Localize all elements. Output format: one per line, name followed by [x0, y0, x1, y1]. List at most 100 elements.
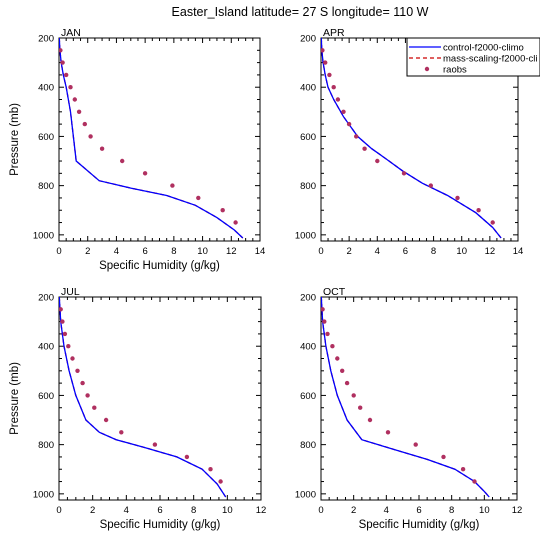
plot-frame — [58, 37, 261, 242]
series-mass-scaling-f2000-cli — [321, 297, 490, 498]
raobs-point — [62, 331, 68, 337]
raobs-point — [59, 307, 63, 312]
x-tick-label: 2 — [346, 246, 351, 257]
legend-label: mass-scaling-f2000-cli — [443, 54, 538, 65]
y-tick-label: 800 — [300, 440, 316, 451]
raobs-point — [63, 72, 69, 78]
raobs-point — [88, 134, 93, 139]
x-tick-label: 8 — [431, 246, 436, 257]
raobs-point — [103, 417, 109, 423]
series-control-f2000-climo — [321, 297, 490, 498]
y-tick-label: 200 — [38, 293, 54, 304]
x-tick-label: 0 — [56, 505, 61, 516]
raobs-point — [428, 183, 433, 188]
x-tick-label: 14 — [255, 246, 266, 257]
raobs-point — [60, 60, 65, 65]
series-control-f2000-climo — [59, 38, 244, 239]
y-tick-label: 400 — [300, 83, 316, 94]
raobs-point — [358, 405, 363, 410]
y-tick-label: 800 — [38, 440, 54, 451]
y-tick-label: 1000 — [33, 230, 54, 241]
x-tick-label: 8 — [449, 505, 454, 516]
x-axis-label: Specific Humidity (g/kg) — [99, 260, 220, 272]
raobs-point — [401, 171, 407, 176]
raobs-point — [455, 195, 460, 201]
raobs-point — [325, 331, 330, 337]
raobs-point — [323, 60, 328, 65]
x-tick-label: 14 — [513, 246, 524, 257]
raobs-point — [490, 220, 495, 225]
y-tick-label: 200 — [300, 34, 316, 45]
raobs-point — [80, 380, 85, 386]
raobs-point — [327, 72, 332, 78]
y-tick-label: 200 — [300, 293, 316, 304]
panel-label: JUL — [61, 286, 80, 298]
legend: control-f2000-climomass-scaling-f2000-cl… — [406, 37, 540, 77]
x-tick-label: 0 — [56, 246, 61, 257]
raobs-point — [344, 380, 350, 386]
raobs-point — [367, 417, 373, 423]
x-tick-label: 10 — [479, 505, 490, 516]
y-tick-label: 400 — [300, 342, 316, 353]
raobs-point — [120, 158, 125, 164]
panel-label: APR — [323, 27, 345, 39]
raobs-point — [321, 307, 325, 312]
raobs-point — [119, 430, 124, 435]
raobs-point — [362, 146, 367, 151]
figure-title: Easter_Island latitude= 27 S longitude= … — [172, 5, 429, 19]
y-tick-label: 600 — [300, 132, 316, 143]
raobs-point — [385, 430, 391, 435]
raobs-point — [59, 48, 63, 53]
raobs-point — [60, 319, 65, 324]
y-tick-label: 200 — [38, 34, 54, 45]
raobs-point — [72, 97, 78, 102]
y-tick-label: 1000 — [295, 230, 316, 241]
legend-label: control-f2000-climo — [443, 43, 524, 54]
legend-marker — [424, 66, 430, 72]
raobs-point — [321, 48, 325, 53]
x-tick-label: 0 — [318, 505, 323, 516]
raobs-point — [375, 158, 380, 164]
x-tick-label: 2 — [351, 505, 356, 516]
y-axis-label: Pressure (mb) — [9, 103, 21, 176]
x-tick-label: 12 — [512, 505, 523, 516]
raobs-point — [75, 368, 80, 373]
raobs-point — [472, 479, 477, 484]
y-tick-label: 600 — [38, 391, 54, 402]
x-tick-label: 4 — [114, 246, 119, 257]
series-control-f2000-climo — [321, 38, 502, 239]
x-tick-label: 2 — [85, 246, 90, 257]
raobs-point — [184, 454, 190, 460]
raobs-point — [70, 356, 75, 361]
raobs-point — [208, 467, 213, 472]
raobs-point — [82, 121, 88, 127]
y-tick-label: 600 — [38, 132, 54, 143]
raobs-point — [441, 454, 446, 460]
raobs-point — [85, 393, 90, 398]
x-tick-label: 12 — [256, 505, 267, 516]
series-mass-scaling-f2000-cli — [59, 297, 227, 498]
x-tick-label: 12 — [485, 246, 496, 257]
x-tick-label: 2 — [90, 505, 95, 516]
series-mass-scaling-f2000-cli — [59, 38, 244, 239]
raobs-point — [218, 479, 223, 484]
y-tick-label: 400 — [38, 83, 54, 94]
raobs-point — [354, 134, 359, 139]
raobs-point — [331, 85, 336, 90]
raobs-point — [476, 208, 481, 213]
raobs-point — [152, 442, 158, 447]
x-tick-label: 12 — [226, 246, 237, 257]
x-tick-label: 10 — [456, 246, 467, 257]
raobs-point — [351, 393, 356, 398]
x-tick-label: 6 — [416, 505, 421, 516]
y-tick-label: 800 — [38, 181, 54, 192]
y-tick-label: 1000 — [33, 489, 54, 500]
raobs-point — [460, 467, 466, 472]
x-tick-label: 6 — [157, 505, 162, 516]
x-tick-label: 4 — [384, 505, 389, 516]
raobs-point — [170, 183, 175, 188]
